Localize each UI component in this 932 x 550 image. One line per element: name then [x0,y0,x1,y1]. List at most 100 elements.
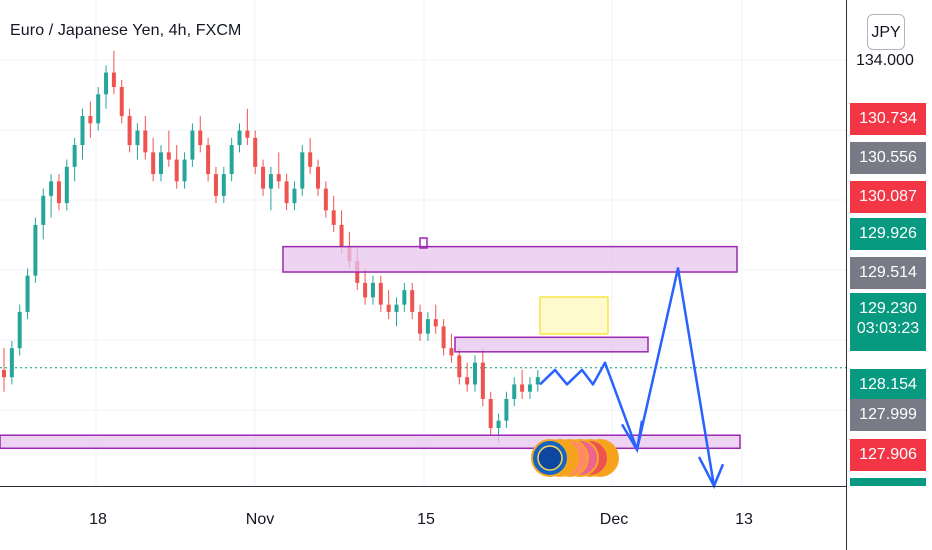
candle-body [465,377,470,385]
candle-body [151,152,156,175]
arrow-head-first [620,420,644,454]
time-tick-label: 18 [89,511,107,528]
time-tick-label: 13 [735,511,753,528]
price-label-value: 128.154 [859,376,917,393]
candle-body [25,275,30,312]
candle-body [457,355,462,378]
candle-body [323,188,328,211]
candle-body [174,159,179,182]
candle-body [496,420,501,428]
candle-body [308,152,313,167]
candle-body [229,145,234,175]
candle-body [331,210,336,225]
candle-body [520,384,525,392]
candle-body [473,362,477,385]
zone-rect [282,245,738,273]
candle-body [64,166,69,204]
candle-body [425,319,430,334]
candle-body [41,195,46,225]
candle-body [512,384,517,399]
time-axis-border [0,486,846,487]
candle-body [104,72,109,95]
candle-body [488,398,493,428]
price-label-value: 129.230 [859,300,917,317]
candle-body [96,94,101,124]
candle-body [135,130,140,146]
candle-body [182,159,187,182]
price-label: 127.906 [850,439,926,471]
candle-body [480,362,485,399]
candle-body [88,116,93,124]
chart-grid [0,0,846,486]
candle-body [316,166,320,189]
price-label: 129.230 03:03:23 [850,293,926,351]
candle-body [198,130,203,146]
price-label-value: 130.734 [859,110,917,127]
price-label: 130.556 [850,142,926,174]
price-label: 130.734 [850,103,926,135]
candle-body [143,130,148,153]
candle-body [17,311,22,349]
candle-body [527,384,532,392]
candle-body [9,348,14,378]
candle-body [72,145,77,167]
candle-body [370,282,375,298]
candle-body [378,282,383,305]
candle-body [253,137,258,167]
candle-body [33,224,38,276]
candle-body [159,152,163,175]
target-box [539,296,609,335]
price-axis-border [846,0,847,550]
candle-body [410,290,415,312]
price-label-partial [850,478,926,486]
candle-body [433,319,438,327]
candle-body [119,87,124,117]
candle-body [237,130,242,146]
candle-body [221,174,226,196]
price-label-value: 130.087 [859,188,917,205]
candle-body [449,348,454,356]
candle-body [261,166,266,189]
candle-body [292,188,297,204]
candle-body [386,304,391,312]
price-label: 130.087 [850,181,926,213]
candle-body [441,326,446,349]
candle-body [49,181,54,196]
price-label: 129.926 [850,218,926,250]
time-tick-label: Nov [245,511,275,528]
candle-body [268,174,273,189]
candle-body [166,152,171,160]
currency-button[interactable]: JPY [867,14,905,50]
candle-body [402,290,407,305]
candle-body [276,174,281,182]
projection-path [539,267,716,487]
candle-body [300,152,305,189]
candle-body [339,224,344,247]
eu-coin [537,445,563,471]
price-label-value: 130.556 [859,149,917,166]
chart-title: Euro / Japanese Yen, 4h, FXCM [10,22,242,39]
candle-body [80,116,85,146]
candle-body [111,72,116,88]
price-label: 129.514 [850,257,926,289]
top-price-label: 134.000 [856,52,914,69]
candle-body [127,116,132,146]
candle-body [2,369,6,378]
candle-body [394,304,399,312]
candle-body [56,181,61,204]
price-label-value: 127.906 [859,446,917,463]
candle-body [245,130,250,138]
candle-body [206,145,211,175]
candle-body [363,282,368,298]
candlestick-series [2,50,540,443]
time-tick-label: 15 [417,511,435,528]
price-label: 128.154 [850,369,926,401]
candle-body [213,174,218,196]
candle-body [284,181,289,204]
price-label-value: 129.926 [859,225,917,242]
zone-marker [419,237,428,249]
price-label-value: 127.999 [859,406,917,423]
candle-body [418,311,423,334]
candle-body [535,377,540,385]
